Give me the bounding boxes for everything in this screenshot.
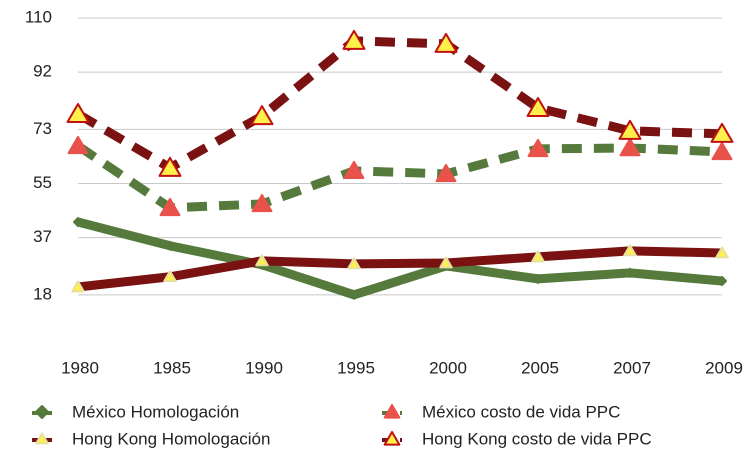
data-point: [250, 105, 274, 126]
data-point: [66, 102, 90, 123]
data-point: [73, 217, 83, 228]
x-tick-label: 2005: [521, 358, 559, 377]
data-point: [527, 138, 549, 158]
series-line: [76, 217, 723, 300]
data-point: [434, 32, 458, 53]
series-line: [75, 36, 723, 173]
legend-label: México Homologación: [72, 402, 239, 421]
legend-label: Hong Kong Homologación: [72, 429, 270, 448]
data-point: [165, 240, 175, 251]
x-tick-label: 2007: [613, 358, 651, 377]
data-point: [439, 256, 453, 269]
data-point: [435, 163, 457, 183]
x-tick-label: 2009: [705, 358, 743, 377]
data-point: [618, 119, 642, 140]
data-point: [251, 193, 273, 213]
data-point: [342, 29, 366, 50]
legend-marker: [35, 405, 49, 419]
data-point: [255, 254, 269, 267]
y-tick-label: 37: [33, 227, 52, 246]
x-tick-label: 1980: [61, 358, 99, 377]
data-point: [158, 156, 182, 177]
y-tick-label: 110: [25, 7, 52, 26]
data-point: [71, 280, 85, 293]
data-point: [163, 270, 177, 283]
data-point: [533, 273, 543, 284]
y-tick-label: 92: [33, 62, 52, 81]
data-point: [159, 197, 181, 217]
y-tick-label: 18: [33, 284, 52, 303]
data-point: [619, 137, 641, 157]
data-point: [526, 96, 550, 117]
legend-label: Hong Kong costo de vida PPC: [422, 429, 652, 448]
y-tick-label: 73: [33, 119, 52, 138]
legend-marker: [35, 432, 49, 445]
data-point: [710, 122, 734, 143]
data-point: [349, 289, 359, 300]
data-point: [717, 275, 727, 286]
data-point: [711, 141, 733, 161]
data-point: [625, 267, 635, 278]
legend-marker: [383, 431, 401, 446]
data-point: [343, 160, 365, 180]
legend-marker: [383, 404, 401, 419]
data-point: [623, 244, 637, 257]
data-point: [531, 250, 545, 263]
x-tick-label: 1985: [153, 358, 191, 377]
data-point: [347, 257, 361, 270]
legend-label: México costo de vida PPC: [422, 402, 620, 421]
data-point: [67, 135, 89, 155]
x-tick-label: 1995: [337, 358, 375, 377]
data-point: [715, 246, 729, 259]
x-tick-label: 2000: [429, 358, 467, 377]
series-line: [77, 246, 723, 292]
x-tick-label: 1990: [245, 358, 283, 377]
y-tick-label: 55: [33, 173, 52, 192]
